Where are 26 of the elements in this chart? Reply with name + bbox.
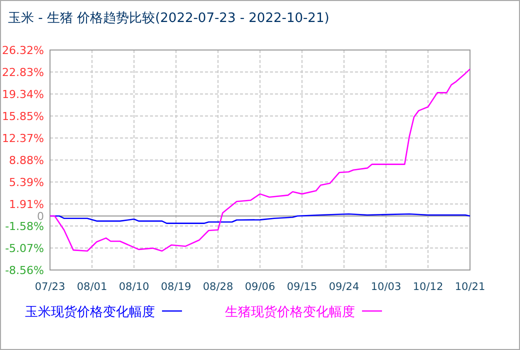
y-tick-label: -1.58% [5, 220, 44, 233]
x-tick-label: 08/10 [118, 281, 150, 293]
x-tick-label: 09/24 [328, 281, 360, 293]
legend-label: 生猪现货价格变化幅度 [225, 304, 355, 320]
chart-title: 玉米 - 生猪 价格趋势比较(2022-07-23 - 2022-10-21) [8, 11, 330, 26]
y-tick-label: 12.37% [2, 132, 44, 145]
x-tick-label: 08/01 [76, 281, 108, 293]
x-tick-label: 10/21 [454, 281, 486, 293]
y-tick-label: -8.56% [5, 264, 44, 277]
y-tick-label: 26.32% [2, 44, 44, 57]
y-tick-label: 22.83% [2, 66, 44, 80]
x-tick-label: 10/12 [412, 281, 444, 293]
y-tick-label: 15.85% [2, 110, 44, 124]
x-tick-label: 07/23 [34, 281, 66, 293]
y-tick-label: 1.91% [9, 198, 44, 211]
x-tick-label: 09/06 [244, 281, 276, 293]
x-tick-label: 08/19 [160, 281, 192, 293]
y-tick-label: 5.39% [9, 176, 44, 190]
x-tick-label: 09/15 [286, 281, 318, 293]
y-tick-label: 19.34% [2, 88, 44, 102]
x-tick-label: 08/28 [202, 281, 234, 293]
y-tick-label: -5.07% [5, 242, 44, 255]
x-tick-label: 10/03 [370, 281, 402, 293]
y-tick-label: 8.88% [9, 154, 44, 167]
line-series [49, 68, 471, 252]
legend-label: 玉米现货价格变化幅度 [25, 304, 155, 320]
